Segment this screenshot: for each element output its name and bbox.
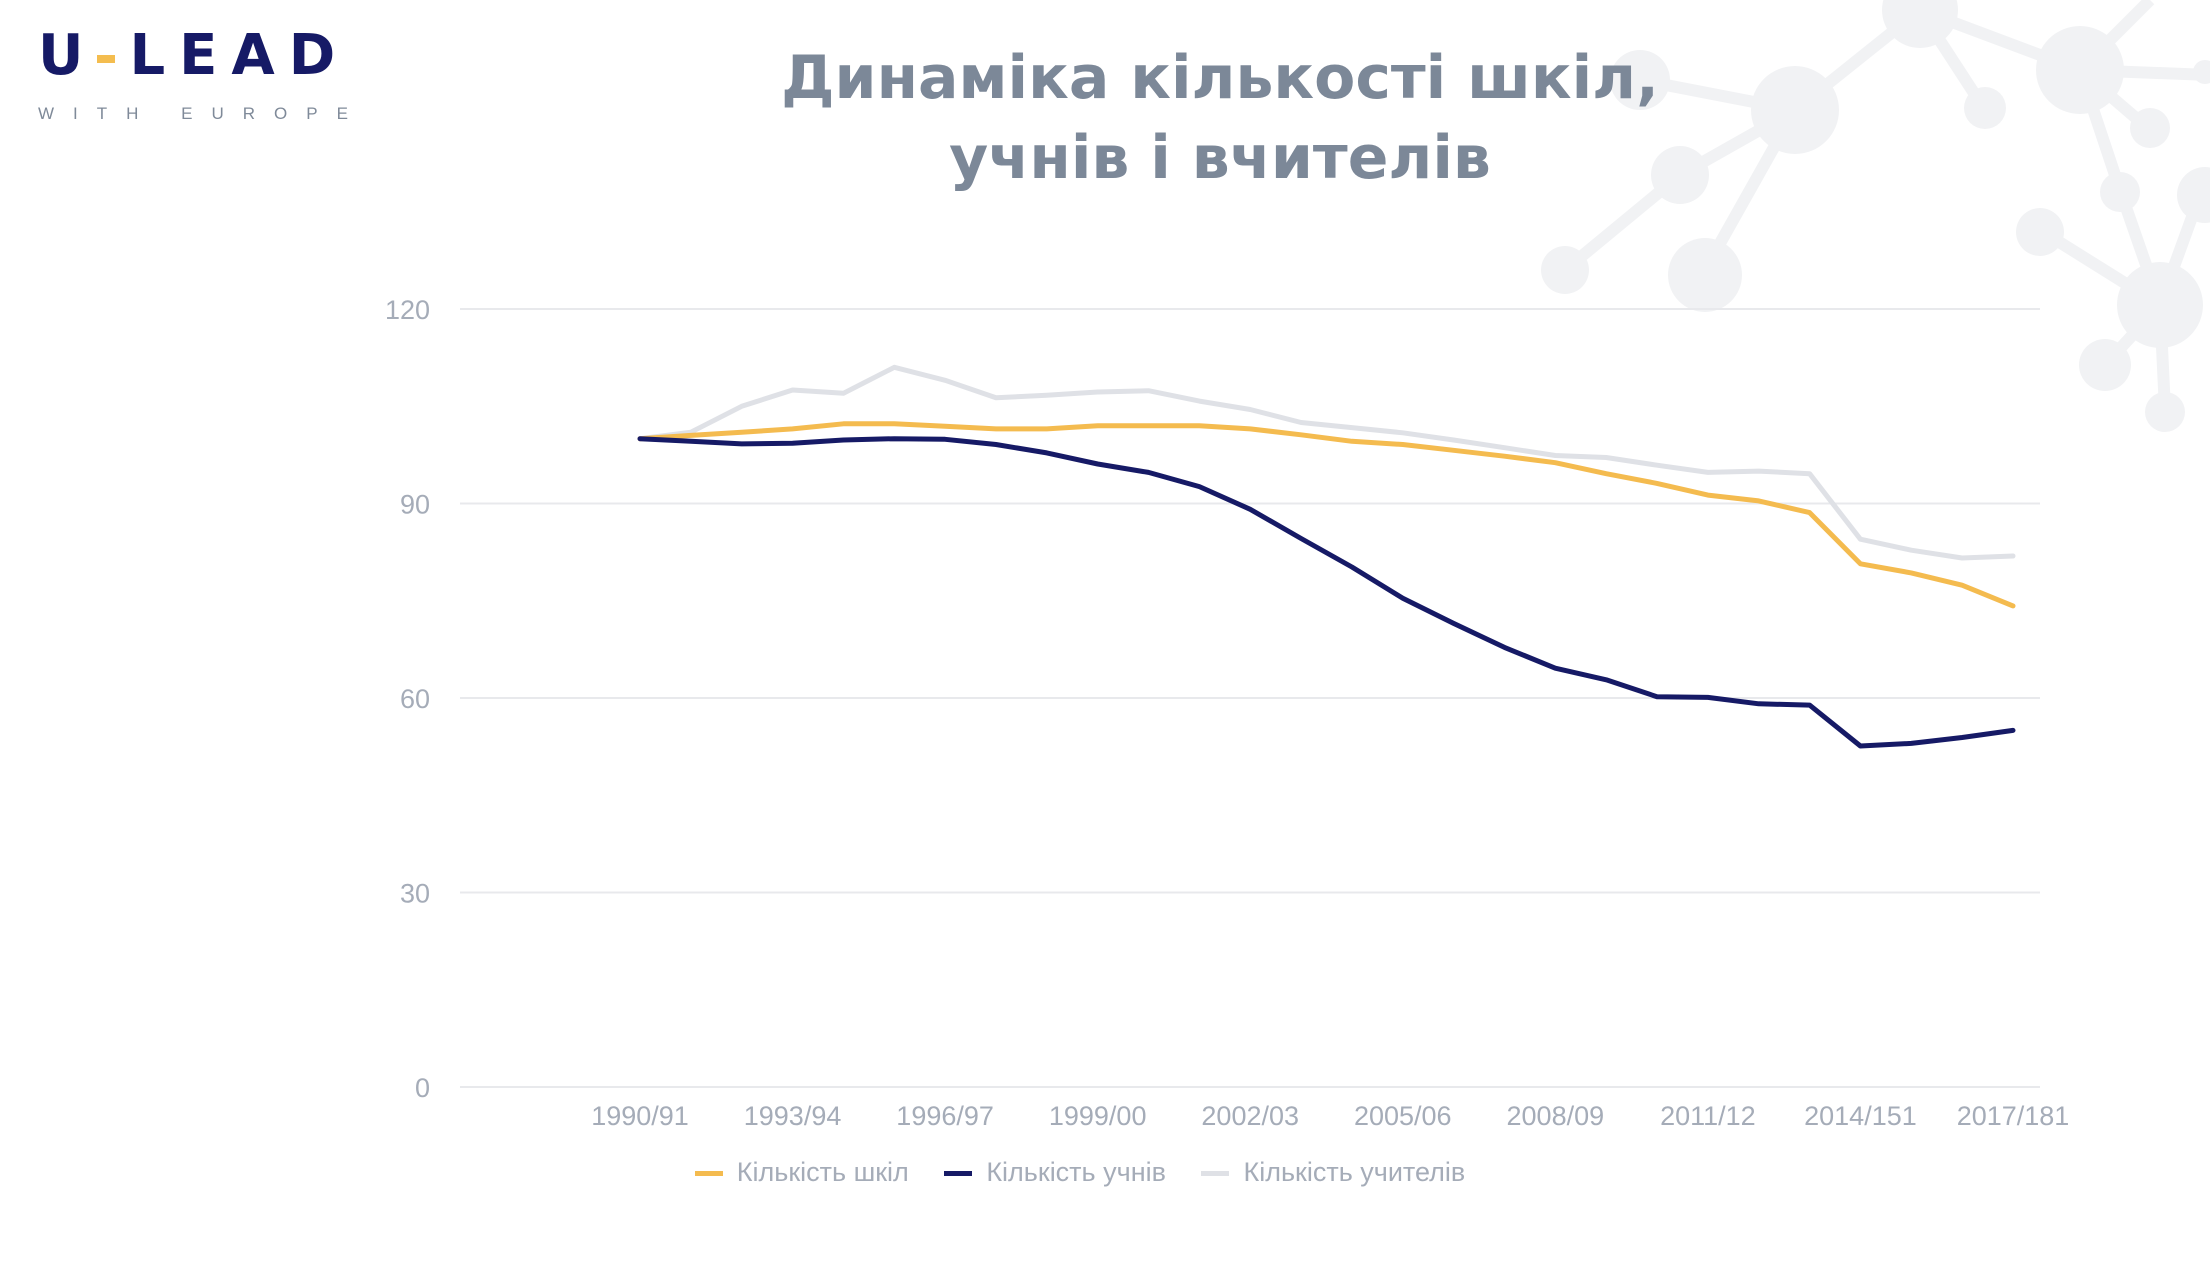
chart-legend: Кількість шкіл Кількість учнів Кількість…	[0, 1157, 2160, 1188]
x-tick-label: 2005/06	[1354, 1101, 1452, 1131]
logo-subtitle: WITH EUROPE	[38, 104, 367, 123]
y-tick-label: 30	[400, 879, 430, 909]
legend-label-schools: Кількість шкіл	[736, 1157, 909, 1187]
x-tick-label: 2002/03	[1201, 1101, 1299, 1131]
u-lead-logo: U LEAD WITH EUROPE	[38, 28, 367, 124]
x-tick-label: 2008/09	[1507, 1101, 1605, 1131]
title-line-2: учнів і вчителів	[949, 123, 1491, 193]
legend-swatch-pupils	[944, 1171, 973, 1177]
y-tick-label: 120	[385, 295, 430, 325]
series-line-teachers	[637, 364, 2016, 561]
x-tick-label: 2011/12	[1660, 1101, 1756, 1131]
y-tick-label: 0	[415, 1073, 430, 1103]
legend-swatch-teachers	[1201, 1171, 1230, 1177]
legend-item-teachers: Кількість учителів	[1201, 1157, 1465, 1188]
x-tick-label: 2017/181	[1957, 1101, 2070, 1131]
x-tick-label: 1996/97	[896, 1101, 994, 1131]
y-tick-label: 60	[400, 684, 430, 714]
title-line-1: Динаміка кількості шкіл,	[781, 43, 1659, 113]
logo-main-text: U LEAD	[38, 23, 350, 88]
legend-item-schools: Кількість шкіл	[694, 1157, 909, 1188]
legend-item-pupils: Кількість учнів	[944, 1157, 1166, 1188]
x-tick-label: 2014/151	[1804, 1101, 1917, 1131]
y-tick-label: 90	[400, 490, 430, 520]
series-line-schools	[637, 421, 2016, 609]
legend-swatch-schools	[694, 1171, 723, 1177]
x-tick-label: 1993/94	[744, 1101, 842, 1131]
x-tick-label: 1999/00	[1049, 1101, 1147, 1131]
chart-title: Динаміка кількості шкіл, учнів і вчителі…	[0, 38, 2210, 198]
legend-label-pupils: Кількість учнів	[986, 1157, 1166, 1187]
series-line-pupils	[637, 436, 2016, 749]
legend-label-teachers: Кількість учителів	[1243, 1157, 1466, 1187]
x-tick-label: 1990/91	[591, 1101, 689, 1131]
